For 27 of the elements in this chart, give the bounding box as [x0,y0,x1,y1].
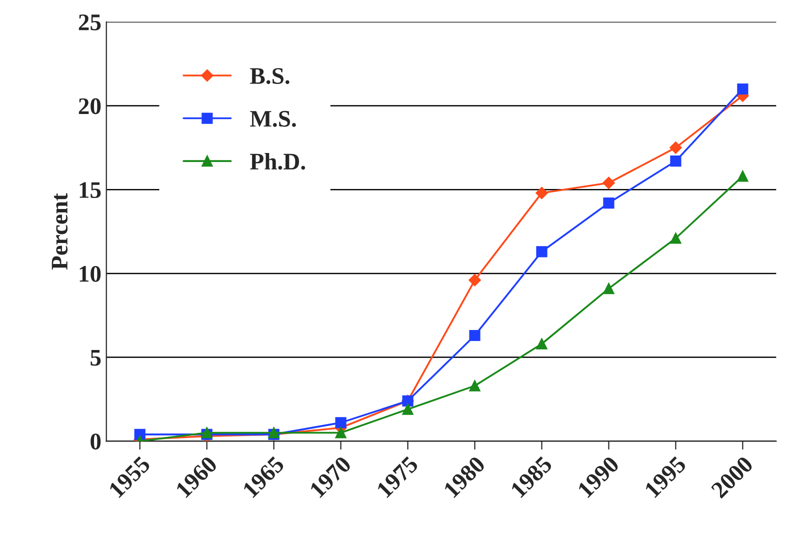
y-tick-label: 20 [78,98,101,114]
point [602,176,615,189]
point [536,186,548,200]
legend-label: B.S. [250,68,290,84]
point [335,417,346,428]
point [468,274,481,286]
point [737,170,748,182]
point [670,142,682,154]
point [670,156,682,167]
point [603,282,614,294]
legend-label: M.S. [250,110,296,127]
y-tick-label: 10 [80,266,101,282]
point [335,427,346,438]
point [536,246,548,258]
y-tick-label: 0 [90,434,101,450]
point [603,197,614,209]
point [737,83,748,95]
point [469,330,480,342]
y-tick-label: 15 [80,182,101,198]
point [469,380,480,392]
y-axis-title: Percent [52,193,68,270]
point [670,232,682,244]
point [536,338,548,350]
y-tick-label: 5 [90,350,101,366]
point [402,404,414,415]
legend-label: Ph.D. [250,152,306,170]
y-tick-label: 25 [78,14,101,30]
